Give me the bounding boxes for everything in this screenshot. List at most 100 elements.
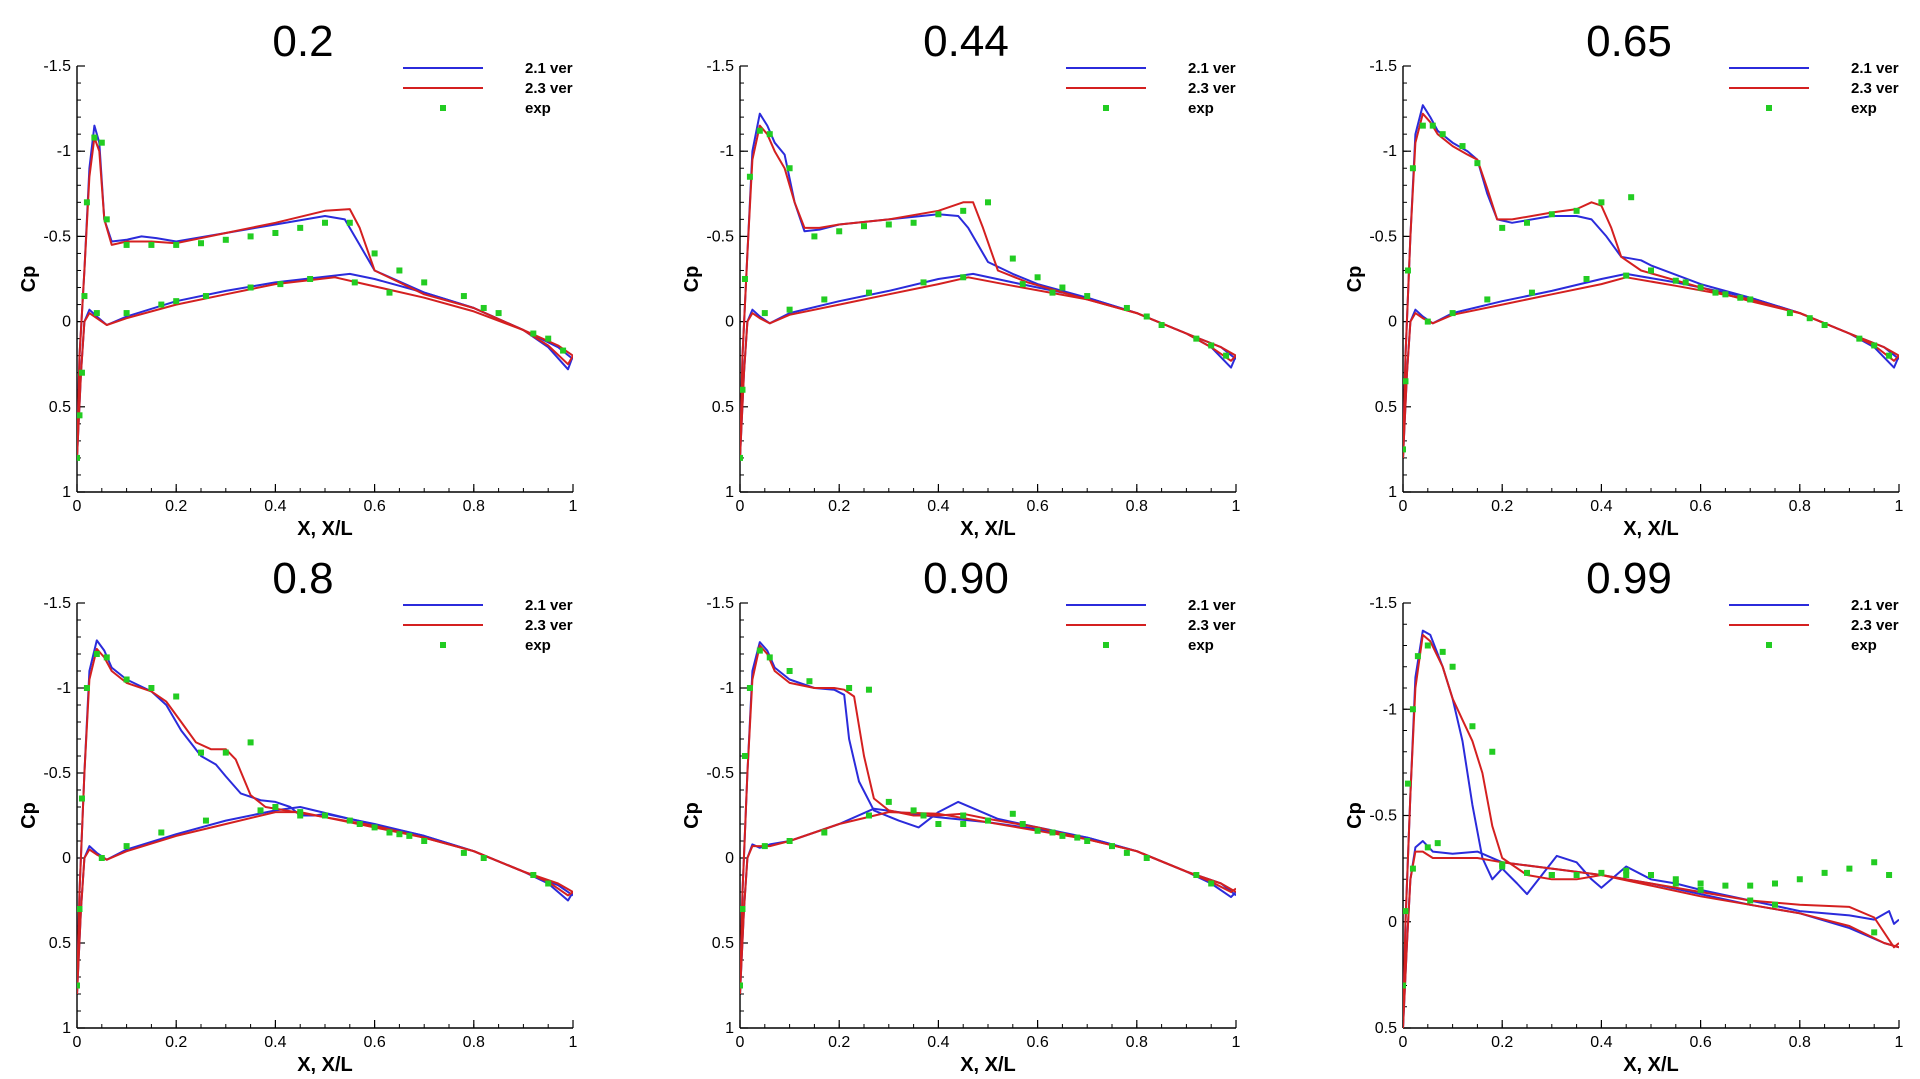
legend-swatch-exp <box>1766 105 1772 111</box>
x-tick-label: 0.8 <box>1126 1034 1148 1051</box>
exp-data-point <box>761 310 768 317</box>
panel-4: 0.8 0 0.2 0.4 0.6 0.8 1 -1.5 -1 -0.5 0 0.5 1 X, X/L Cp… <box>18 554 578 1076</box>
y-tick-label: 1 <box>1388 484 1397 501</box>
exp-data-point <box>1598 869 1605 876</box>
exp-data-point <box>821 296 828 303</box>
exp-data-point <box>346 817 353 824</box>
exp-data-point <box>123 310 130 317</box>
exp-data-point <box>885 221 892 228</box>
panel-6: 0.990 0.2 0.4 0.6 0.8 1-1.5-1-0.500.5X, X/LCp… <box>1344 554 1904 1076</box>
legend-label-ver-2-1: 2.1 ver <box>1188 597 1236 614</box>
series-ver-2-3-lower-line <box>77 811 573 995</box>
exp-data-point <box>746 173 753 180</box>
series-ver-2-1-upper-line <box>1403 629 1899 1028</box>
panel-2: 0.44 0 0.2 0.4 0.6 0.8 1 -1.5 -1 -0.5 0 0.5 1 X, X/L C… <box>681 17 1241 540</box>
exp-data-point <box>1489 748 1496 755</box>
exp-data-point <box>1409 865 1416 872</box>
exp-data-point <box>277 281 284 288</box>
exp-data-point <box>396 831 403 838</box>
x-tick-label: 0.2 <box>1491 1034 1513 1051</box>
exp-data-point <box>1573 207 1580 214</box>
exp-data-point <box>421 279 428 286</box>
legend-label-ver-2-3: 2.3 ver <box>1188 617 1236 634</box>
exp-data-point <box>1424 844 1431 851</box>
x-tick-label: 0.8 <box>1126 498 1148 515</box>
series-ver-2-3-lower-line <box>1403 850 1899 1028</box>
x-tick-label: 0 <box>736 1034 745 1051</box>
exp-data-point <box>910 219 917 226</box>
y-tick-label: 1 <box>725 484 734 501</box>
y-tick-label: -1.5 <box>706 595 734 612</box>
x-axis-label: X, X/L <box>960 518 1016 540</box>
exp-data-point <box>740 982 743 989</box>
exp-data-point <box>247 739 254 746</box>
y-tick-label: 0 <box>725 314 734 331</box>
exp-data-point <box>1019 821 1026 827</box>
exp-data-point <box>865 812 872 819</box>
legend-swatch-exp <box>1103 642 1109 648</box>
exp-data-point <box>77 454 80 461</box>
legend: 2.1 ver 2.3 ver exp <box>1066 597 1236 654</box>
series-ver-2-3-upper-line <box>1403 633 1899 1028</box>
exp-data-point <box>1623 272 1630 279</box>
x-tick-label: 0.2 <box>165 1034 187 1051</box>
exp-data-point <box>421 838 428 844</box>
exp-data-point <box>1409 165 1416 172</box>
y-tick-label: -1 <box>1383 701 1397 718</box>
exp-data-point <box>1158 322 1165 329</box>
panel-1: 0.2 0 0.2 0.4 0.6 0.8 1 -1.5 -1 -0.5 0 0.5 1 X, X/L Cp… <box>18 17 578 540</box>
exp-data-point <box>1403 446 1406 453</box>
exp-data-point <box>406 832 413 839</box>
exp-data-point <box>1193 335 1200 342</box>
exp-data-point <box>1403 982 1406 989</box>
exp-data-point <box>1484 296 1491 303</box>
exp-data-point <box>1404 780 1411 787</box>
exp-data-point <box>756 127 763 134</box>
exp-data-point <box>257 807 264 814</box>
y-tick-label: 0 <box>725 850 734 867</box>
exp-data-point <box>1449 663 1456 670</box>
exp-data-point <box>386 829 393 836</box>
plot-area <box>740 641 1236 995</box>
legend-label-ver-2-1: 2.1 ver <box>1851 60 1899 77</box>
exp-data-point <box>1459 143 1466 150</box>
y-axis-label: Cp <box>1344 802 1366 829</box>
exp-data-point <box>1722 291 1729 298</box>
exp-data-point <box>960 821 967 827</box>
exp-data-point <box>1672 880 1679 887</box>
exp-data-point <box>1548 211 1555 218</box>
x-tick-label: 0 <box>73 1034 82 1051</box>
exp-data-point <box>297 812 304 819</box>
exp-data-point <box>1208 342 1215 349</box>
exp-data-point <box>811 233 818 240</box>
y-axis-label: Cp <box>18 266 40 293</box>
y-tick-label: 0.5 <box>1375 399 1397 416</box>
y-tick-label: 0.5 <box>712 399 734 416</box>
exp-data-point <box>545 335 552 342</box>
x-tick-label: 1 <box>569 498 578 515</box>
x-tick-label: 0 <box>1399 498 1408 515</box>
y-tick-label: -1.5 <box>1369 595 1397 612</box>
y-tick-label: -1.5 <box>43 58 71 75</box>
series-ver-2-1-upper-line <box>77 124 573 458</box>
exp-data-point <box>740 454 743 461</box>
y-axis-label: Cp <box>18 802 40 829</box>
exp-data-point <box>1886 352 1893 359</box>
x-tick-label: 0.4 <box>1590 1034 1612 1051</box>
exp-data-point <box>1747 882 1754 889</box>
legend-label-ver-2-3: 2.3 ver <box>525 617 573 634</box>
legend-label-ver-2-1: 2.1 ver <box>525 597 573 614</box>
exp-data-point <box>173 693 180 700</box>
legend-label-exp: exp <box>525 637 551 654</box>
exp-data-point <box>740 386 746 393</box>
panel-title: 0.8 <box>272 554 333 603</box>
y-tick-label: 0 <box>1388 314 1397 331</box>
exp-data-point <box>1419 122 1426 129</box>
exp-data-point <box>1737 294 1744 301</box>
panel-title: 0.65 <box>1586 17 1672 66</box>
exp-data-point <box>173 241 180 248</box>
exp-data-point <box>740 906 746 912</box>
legend-label-ver-2-1: 2.1 ver <box>525 60 573 77</box>
legend: 2.1 ver 2.3 ver exp <box>1729 60 1899 117</box>
x-tick-label: 0.4 <box>264 1034 286 1051</box>
